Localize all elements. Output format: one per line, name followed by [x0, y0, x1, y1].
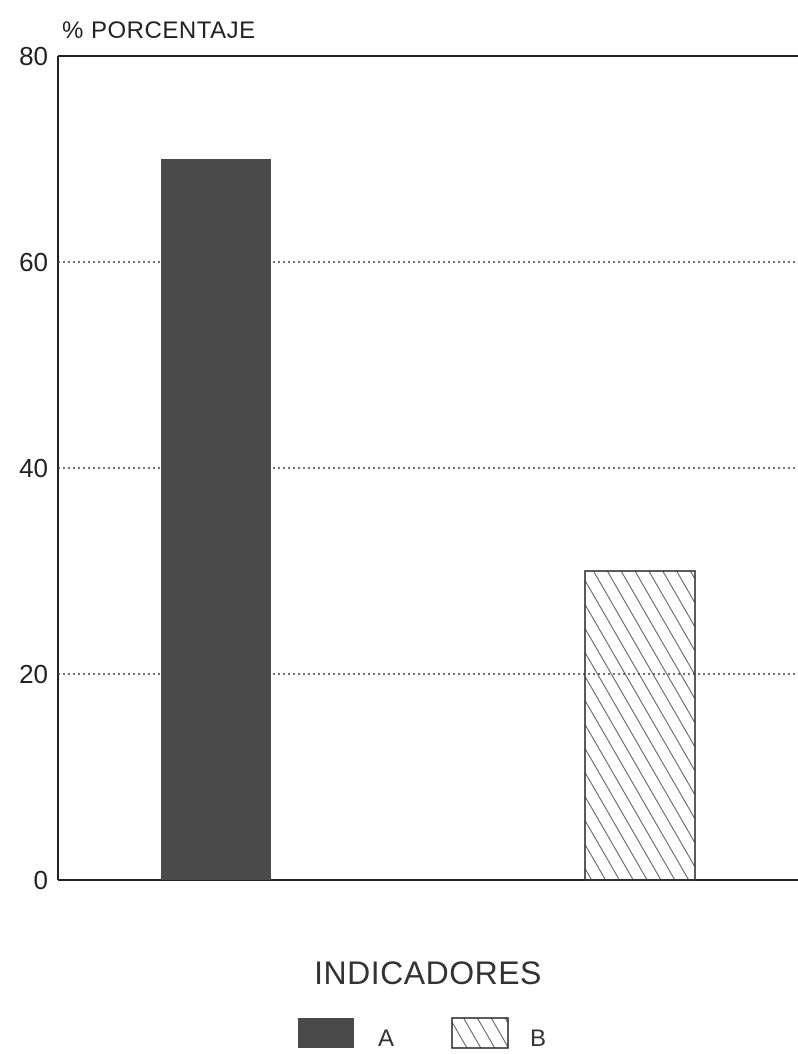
- legend: A B: [298, 1017, 546, 1052]
- x-axis-title: INDICADORES: [314, 955, 542, 991]
- y-tick-label-60: 60: [19, 247, 48, 277]
- y-tick-labels: 0 20 40 60 80: [19, 41, 48, 895]
- y-tick-label-20: 20: [19, 659, 48, 689]
- legend-swatch-a: [298, 1018, 354, 1048]
- y-axis-title: % PORCENTAJE: [62, 17, 256, 44]
- bar-a: [161, 159, 271, 880]
- y-tick-label-0: 0: [34, 865, 48, 895]
- bar-b: [584, 570, 696, 881]
- y-tick-label-40: 40: [19, 453, 48, 483]
- y-tick-label-80: 80: [19, 41, 48, 71]
- bars: [161, 159, 696, 881]
- legend-swatch-b: [451, 1017, 509, 1049]
- legend-label-b: B: [530, 1025, 546, 1052]
- legend-label-a: A: [378, 1025, 394, 1052]
